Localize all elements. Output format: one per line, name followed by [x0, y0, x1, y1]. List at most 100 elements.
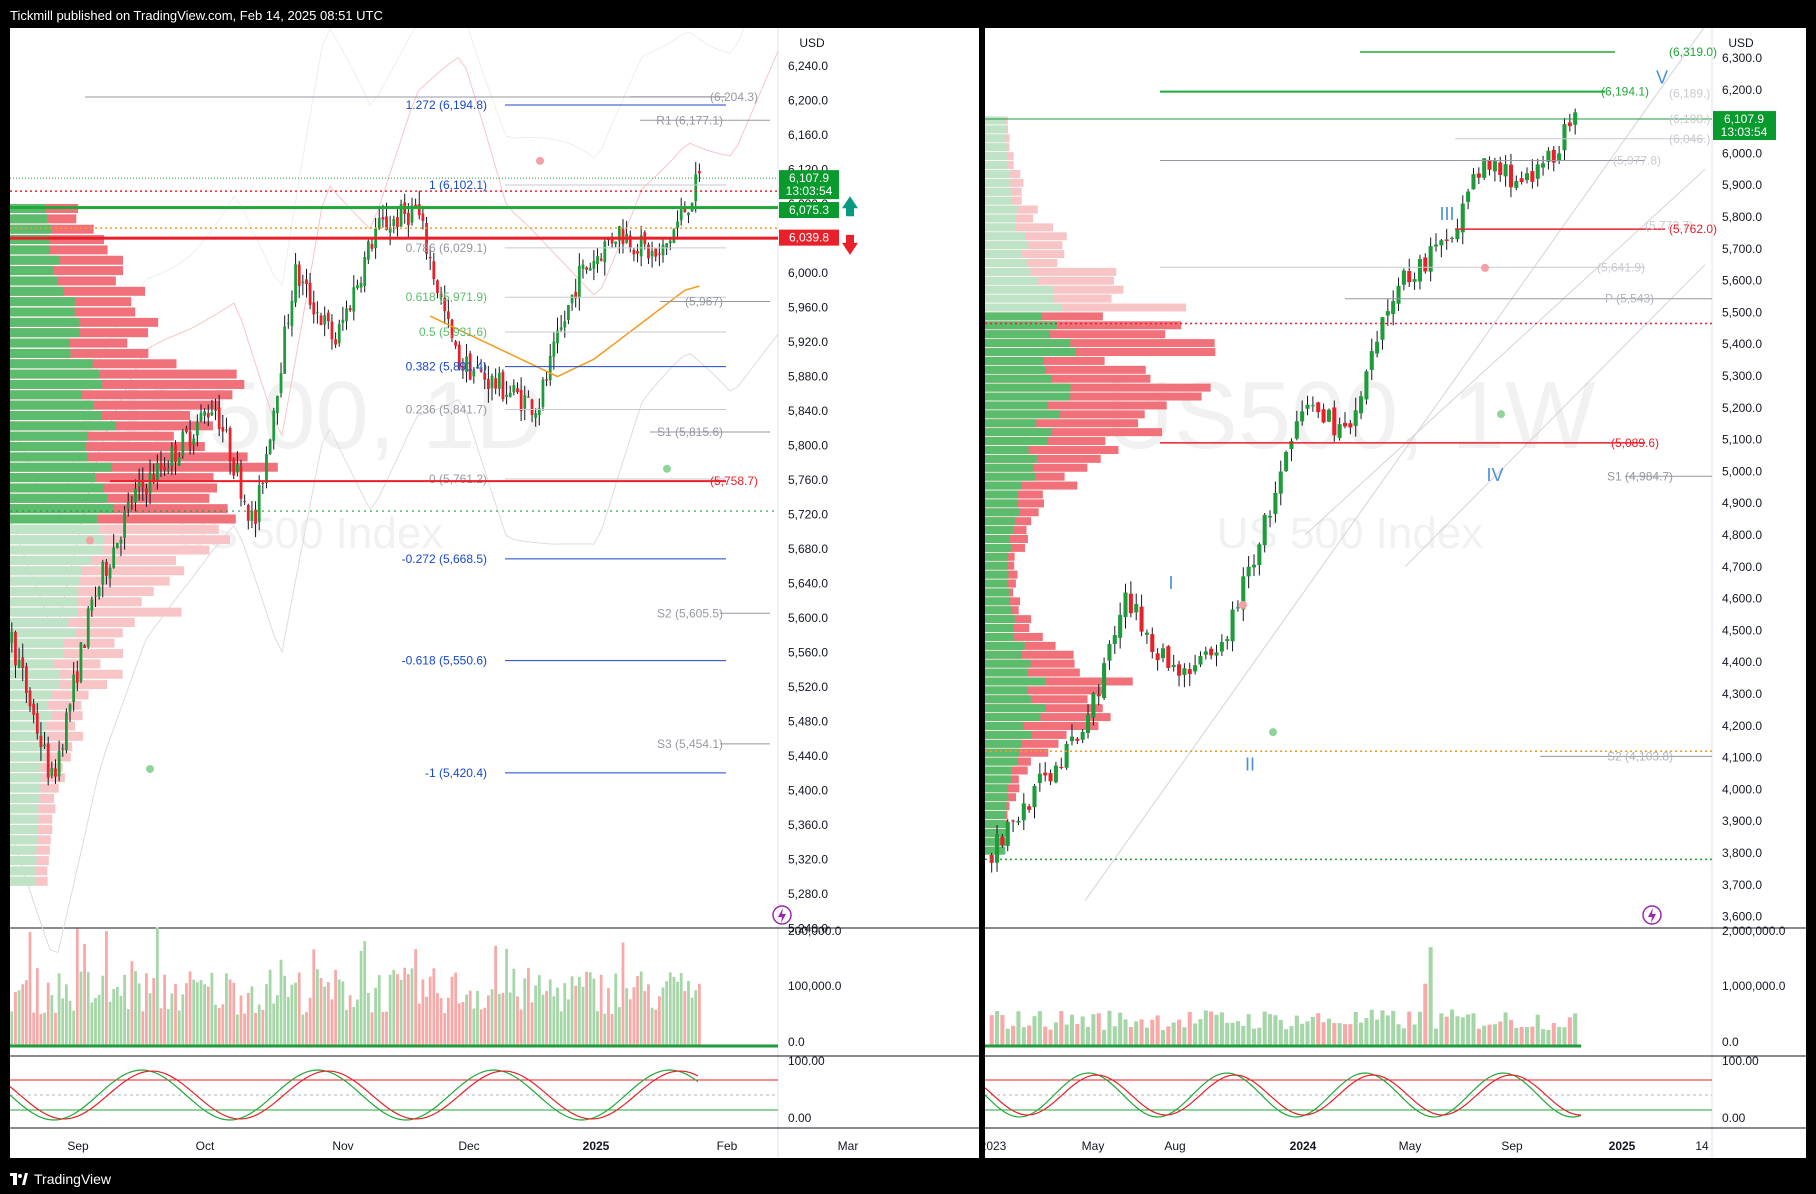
- candle-up: [687, 212, 690, 216]
- volume-bar: [57, 973, 61, 1046]
- candle-down: [1048, 773, 1053, 782]
- candle-up: [672, 229, 676, 243]
- volume-profile-buy-bar: [985, 784, 1008, 793]
- candle-up: [286, 322, 290, 324]
- candle-up: [108, 568, 112, 579]
- price-tick: 6,300.0: [1722, 51, 1762, 65]
- volume-profile-sell-bar: [10, 566, 185, 576]
- price-tick: 5,240.0: [788, 922, 828, 936]
- channel-mid: [1304, 168, 1706, 536]
- volume-profile-buy-bar: [10, 255, 59, 265]
- volume-profile-sell-bar: [10, 535, 231, 545]
- price-tick: 5,000.0: [1722, 464, 1762, 478]
- volume-profile-buy-bar: [985, 294, 1054, 303]
- volume-profile-sell-bar: [10, 276, 116, 286]
- time-tick: May: [1082, 1139, 1105, 1153]
- candle-down: [1332, 407, 1337, 436]
- volume-profile-buy-bar: [985, 579, 1008, 588]
- volume-bar: [177, 1010, 181, 1046]
- candle-down: [246, 504, 250, 521]
- candle-down: [348, 307, 352, 311]
- volume-bar: [1160, 1030, 1166, 1046]
- candle-up: [356, 285, 359, 289]
- volume-profile-buy-bar: [985, 250, 1022, 259]
- watermark-description: US 500 Index: [1217, 509, 1484, 558]
- volume-bar: [195, 982, 199, 1046]
- tradingview-logo[interactable]: TradingView: [10, 1171, 111, 1187]
- volume-bar: [588, 972, 592, 1046]
- volume-tick: 200,000.0: [788, 924, 842, 938]
- volume-profile-buy-bar: [10, 431, 89, 441]
- volume-profile-buy-bar: [10, 607, 78, 617]
- volume-bar: [1375, 1019, 1380, 1046]
- candle-up: [668, 240, 672, 244]
- volume-bar: [410, 968, 414, 1046]
- volume-bar: [1219, 1012, 1224, 1046]
- right-chart-panel[interactable]: US500, 1W US 500 Index (6,319.0) (6,194.1) (…: [985, 28, 1806, 1158]
- osc-tick: 100.00: [788, 1054, 825, 1068]
- volume-bar: [188, 971, 192, 1046]
- candle-up: [1064, 743, 1069, 768]
- volume-bar: [512, 968, 516, 1046]
- candle-up: [166, 468, 170, 471]
- volume-bar: [206, 986, 210, 1046]
- candle-up: [1385, 311, 1390, 316]
- volume-bar: [1214, 1014, 1219, 1046]
- candle-up: [603, 241, 607, 263]
- fib-level-label: 1 (6,102.1): [429, 178, 487, 192]
- volume-bar: [483, 1007, 487, 1046]
- volume-bar: [46, 982, 50, 1046]
- volume-profile-buy-bar: [985, 258, 1027, 267]
- volume-profile-buy-bar: [985, 392, 1071, 401]
- volume-bar: [232, 982, 236, 1046]
- candle-down: [1150, 634, 1155, 652]
- volume-bar: [225, 973, 228, 1046]
- volume-bar: [112, 989, 116, 1046]
- volume-profile-buy-bar: [10, 307, 75, 317]
- candle-up: [272, 410, 276, 441]
- volume-bar: [1492, 1024, 1497, 1046]
- volume-bar: [672, 976, 676, 1046]
- volume-profile-sell-bar: [985, 303, 1187, 312]
- candle-up: [1557, 153, 1562, 161]
- candle-down: [1027, 806, 1032, 810]
- price-tick: 5,440.0: [788, 749, 828, 763]
- volume-bar: [1385, 1015, 1390, 1046]
- candle-down: [1321, 409, 1326, 423]
- right-chart-svg[interactable]: US500, 1W US 500 Index (6,319.0) (6,194.1) (…: [985, 28, 1806, 1158]
- left-chart-panel[interactable]: US500, 1D US 500 Index 1.272 (6,194.8) 1 (6…: [10, 28, 979, 1158]
- volume-profile-buy-bar: [10, 245, 50, 255]
- volume-bar: [1369, 1009, 1374, 1046]
- volume-bar: [166, 1009, 170, 1046]
- stoch-d-line: [985, 1074, 1582, 1116]
- candle-down: [436, 280, 439, 294]
- pivot-dot: [663, 464, 671, 473]
- volume-bar: [137, 983, 141, 1046]
- candle-up: [294, 264, 297, 303]
- candle-up: [694, 174, 698, 202]
- volume-bar: [403, 967, 407, 1046]
- candle-up: [1273, 492, 1278, 514]
- volume-bar: [294, 982, 297, 1046]
- candle-up: [1433, 244, 1439, 247]
- volume-bar: [1433, 1028, 1439, 1046]
- price-tick: 5,960.0: [788, 301, 828, 315]
- candle-up: [581, 264, 585, 269]
- volume-profile-sell-bar: [985, 383, 1211, 392]
- candle-down: [1155, 653, 1160, 661]
- volume-profile-sell-bar: [10, 286, 146, 296]
- volume-bar: [72, 1010, 76, 1046]
- volume-bar: [1530, 1026, 1535, 1046]
- candle-down: [185, 428, 188, 433]
- candle-down: [228, 427, 232, 462]
- volume-profile-buy-bar: [985, 561, 1008, 570]
- candle-up: [465, 356, 468, 372]
- volume-tick: 2,000,000.0: [1722, 924, 1786, 938]
- volume-profile-buy-bar: [10, 379, 103, 389]
- price-tick: 5,100.0: [1722, 433, 1762, 447]
- candle-up: [290, 300, 294, 327]
- volume-bar: [472, 1008, 476, 1046]
- volume-profile-buy-bar: [985, 267, 1031, 276]
- volume-profile-buy-bar: [10, 317, 79, 327]
